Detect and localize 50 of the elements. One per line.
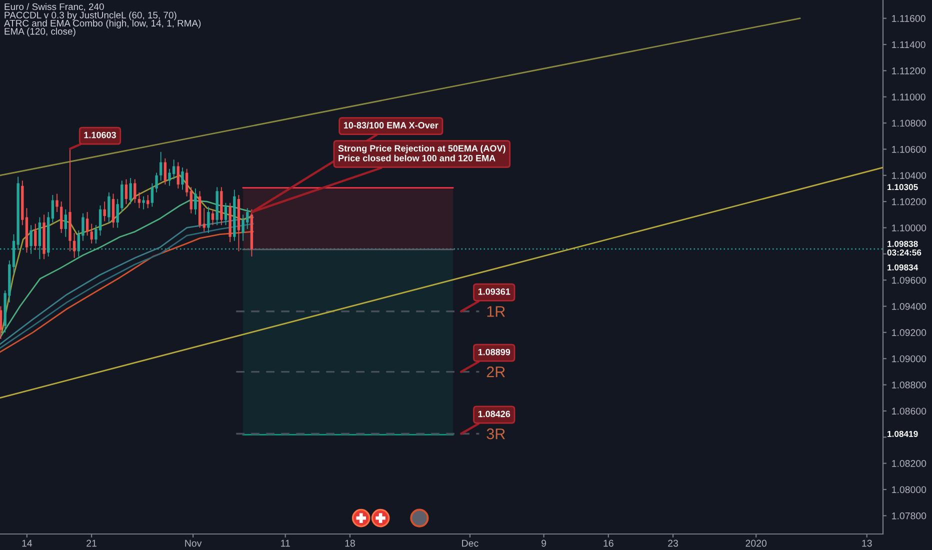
text: 1.08419 <box>888 430 918 437</box>
y-tick-label: 1.11000 <box>892 94 926 100</box>
chart-title: Euro / Swiss Franc, 240 <box>4 3 104 12</box>
y-tick-label: 1.11600 <box>892 15 926 22</box>
y-tick-label: 1.08600 <box>892 408 926 415</box>
candlestick <box>56 194 58 212</box>
x-tick-label: 9 <box>542 540 546 547</box>
y-tick-label: 1.10600 <box>892 146 926 153</box>
x-tick-label: 21 <box>86 540 96 547</box>
annotation: 1.08426 <box>478 410 510 418</box>
y-tick-label: 1.07800 <box>892 512 926 520</box>
series-label: 3R <box>486 428 505 440</box>
y-tick-label: 1.11400 <box>892 41 926 48</box>
y-tick-label: 1.10800 <box>892 120 926 127</box>
annotation: 1.10603 <box>84 132 116 138</box>
y-tick-label: 1.09200 <box>892 329 926 336</box>
annotation: Strong Price Rejection at 50EMA (AOV) Price closed below 100 and 120 EMA <box>338 144 506 162</box>
x-tick-label: Dec <box>462 540 478 547</box>
text: PACCDL v 0.3 by JustUncleL (60, 15, 70) ATRC and EMA Combo (high, low, 14, 1, RMA) EMA (120, close) <box>4 12 201 37</box>
y-tick-label: 1.09600 <box>892 276 926 284</box>
y-tick-label: 1.10000 <box>892 224 926 232</box>
y-tick-label: 1.08800 <box>892 382 926 388</box>
ref-line-label: 1.09838 03:24:56 <box>887 240 922 256</box>
y-tick-label: 1.11200 <box>892 67 926 74</box>
text: 1.10305 <box>888 184 918 190</box>
annotation: 1.09361 <box>478 288 510 295</box>
x-tick-label: 14 <box>22 540 32 547</box>
y-tick-label: 1.10400 <box>892 172 926 179</box>
x-tick-label: 23 <box>668 540 678 547</box>
series-label: 2R <box>486 366 505 378</box>
annotation: 1.08899 <box>478 348 510 356</box>
x-tick-label: 2020 <box>746 540 767 547</box>
x-tick-label: Nov <box>185 540 202 547</box>
x-tick-label: 16 <box>604 540 614 547</box>
text: 1.09834 <box>888 264 918 270</box>
y-tick-label: 1.08200 <box>892 460 926 467</box>
candlestick <box>142 196 145 210</box>
line-series <box>1 174 253 334</box>
line-series <box>0 200 254 338</box>
y-tick-label: 1.09000 <box>892 355 926 362</box>
y-tick-label: 1.10200 <box>892 198 926 206</box>
series-label: 1R <box>487 306 505 317</box>
annotation: 10-83/100 EMA X-Over <box>344 122 438 129</box>
candlestick <box>68 148 72 252</box>
x-tick-label: 13 <box>862 540 872 547</box>
candlestick <box>202 208 206 232</box>
x-tick-label: 11 <box>281 540 290 547</box>
y-tick-label: 1.09400 <box>892 303 926 310</box>
y-tick-label: 1.08000 <box>892 486 926 494</box>
x-tick-label: 18 <box>345 540 355 547</box>
